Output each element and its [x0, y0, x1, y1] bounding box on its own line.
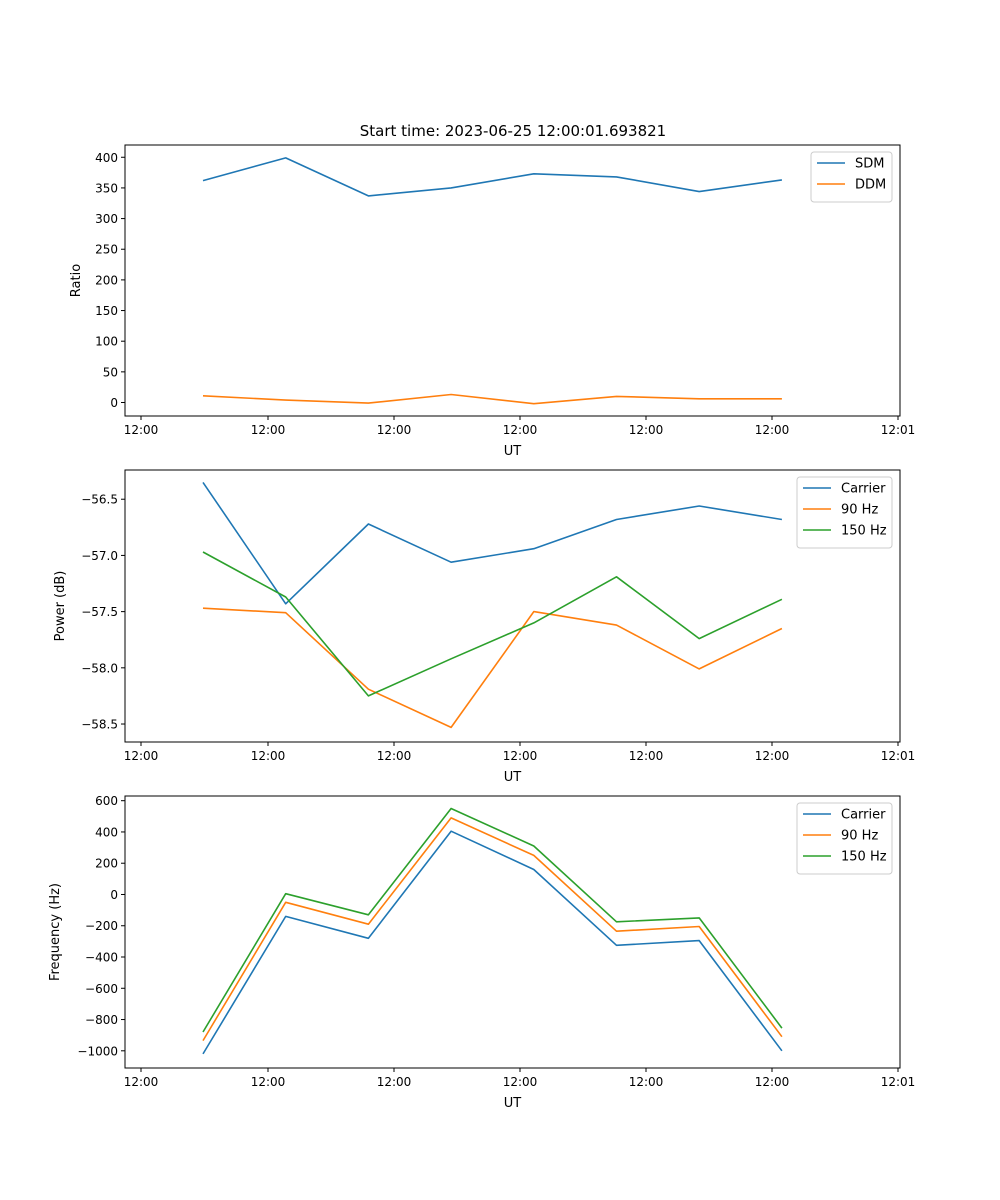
y-tick-label: 100: [95, 335, 118, 349]
legend-box: [810, 151, 893, 203]
y-tick-label: −56.5: [81, 493, 118, 507]
x-tick-label: 12:01: [881, 1075, 916, 1089]
x-tick-label: 12:00: [629, 749, 664, 763]
series-line-150-hz: [202, 807, 783, 1033]
x-tick-label: 12:00: [124, 1075, 159, 1089]
series-line-ddm: [202, 393, 782, 405]
y-tick-label: −58.5: [81, 718, 118, 732]
x-tick-label: 12:00: [251, 423, 286, 437]
legend-label: 150 Hz: [841, 524, 887, 539]
x-tick-label: 12:01: [881, 423, 916, 437]
y-tick-label: 50: [103, 365, 118, 379]
series-line-sdm: [202, 157, 783, 197]
y-axis-label: Frequency (Hz): [48, 883, 63, 981]
legend-label: 150 Hz: [841, 850, 887, 865]
series-line-90-hz: [202, 817, 783, 1042]
y-tick-label: 300: [95, 212, 118, 226]
axes-frame: [124, 469, 901, 743]
x-tick-label: 12:00: [629, 423, 664, 437]
x-tick-label: 12:00: [629, 1075, 664, 1089]
y-tick-label: −600: [85, 982, 118, 996]
x-tick-label: 12:00: [503, 1075, 538, 1089]
y-tick-label: 150: [95, 304, 118, 318]
x-tick-label: 12:00: [503, 423, 538, 437]
y-tick-label: 200: [95, 273, 118, 287]
y-tick-label: 0: [110, 396, 118, 410]
series-line-carrier: [202, 481, 783, 605]
y-tick-label: −57.5: [81, 605, 118, 619]
series-line-carrier: [202, 830, 783, 1055]
y-tick-label: −800: [85, 1013, 118, 1027]
x-tick-label: 12:01: [881, 749, 916, 763]
x-tick-label: 12:00: [377, 749, 412, 763]
y-tick-label: 200: [95, 857, 118, 871]
x-tick-label: 12:00: [251, 749, 286, 763]
x-tick-label: 12:00: [377, 1075, 412, 1089]
legend-label: Carrier: [841, 482, 886, 497]
y-tick-label: 400: [95, 825, 118, 839]
figure-title: Start time: 2023-06-25 12:00:01.693821: [360, 122, 666, 140]
x-tick-label: 12:00: [755, 1075, 790, 1089]
legend-label: 90 Hz: [841, 829, 878, 844]
x-tick-label: 12:00: [755, 423, 790, 437]
y-tick-label: −200: [85, 919, 118, 933]
legend-label: DDM: [855, 178, 886, 193]
x-tick-label: 12:00: [124, 749, 159, 763]
y-tick-label: −57.0: [81, 549, 118, 563]
legend-label: SDM: [855, 157, 884, 172]
x-tick-label: 12:00: [124, 423, 159, 437]
x-tick-label: 12:00: [755, 749, 790, 763]
x-tick-label: 12:00: [377, 423, 412, 437]
x-tick-label: 12:00: [503, 749, 538, 763]
axes-frame: [124, 144, 901, 417]
y-tick-label: 0: [110, 888, 118, 902]
legend: Carrier 90 Hz 150 Hz: [796, 802, 893, 875]
y-tick-label: −58.0: [81, 661, 118, 675]
axes-frame: [124, 795, 901, 1069]
y-axis-label: Ratio: [69, 264, 84, 297]
subplot-3: 600 400 200 0 −200 −400 −600 −800 −1000 12:00 12:0…: [48, 794, 915, 1111]
y-tick-label: 250: [95, 243, 118, 257]
legend-label: 90 Hz: [841, 503, 878, 518]
x-tick-label: 12:00: [251, 1075, 286, 1089]
y-axis-label: Power (dB): [53, 571, 68, 642]
subplot-2: −56.5 −57.0 −57.5 −58.0 −58.5 12:00 12:00 12:00…: [53, 469, 916, 785]
y-tick-label: −400: [85, 951, 118, 965]
legend: Carrier 90 Hz 150 Hz: [796, 476, 893, 549]
legend-label: Carrier: [841, 808, 886, 823]
y-tick-label: 350: [95, 181, 118, 195]
y-tick-label: 600: [95, 794, 118, 808]
subplot-1: 0 50 100 150 200 250 300 350 400 12:00 12:00 12:00 1…: [69, 144, 916, 459]
y-tick-label: −1000: [77, 1044, 118, 1058]
x-axis-label: UT: [504, 770, 522, 785]
y-tick-label: 400: [95, 151, 118, 165]
legend: SDM DDM: [810, 151, 893, 203]
x-axis-label: UT: [504, 444, 522, 459]
series-line-90-hz: [202, 607, 783, 729]
series-line-150-hz: [202, 551, 783, 697]
x-axis-label: UT: [504, 1096, 522, 1111]
plots: 0 50 100 150 200 250 300 350 400 12:00 12:00 12:00 1…: [48, 144, 916, 1111]
